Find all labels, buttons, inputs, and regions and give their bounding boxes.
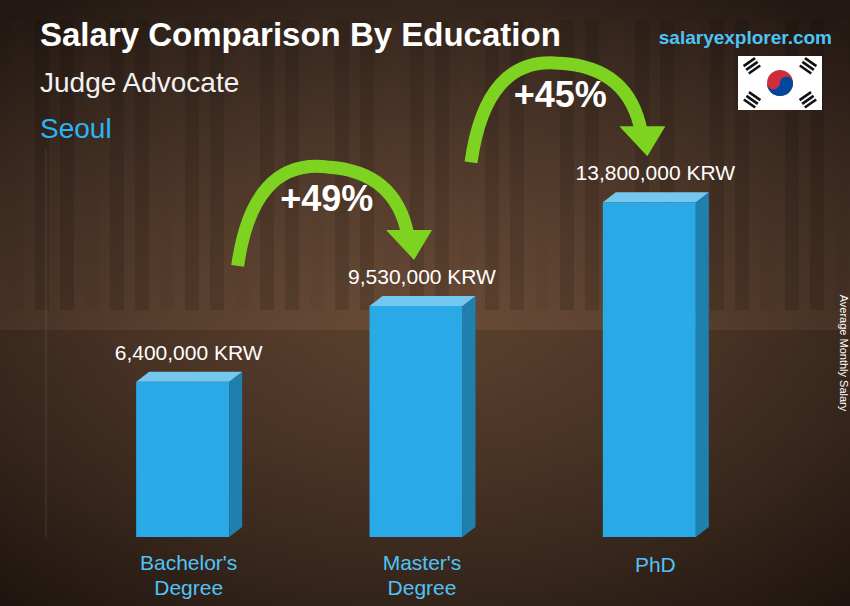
change-label: +45%	[514, 74, 607, 115]
source: salaryexplorer.com	[659, 27, 832, 48]
flag-trigram	[743, 91, 761, 109]
flag-field	[738, 56, 822, 110]
flag-trigram	[743, 57, 761, 75]
x-tick-label-line: Degree	[388, 576, 457, 599]
bar-top	[136, 372, 242, 382]
subtitle: Judge Advocate	[40, 67, 239, 98]
bar-side	[696, 192, 709, 537]
vignette	[0, 0, 850, 606]
arrow-head	[619, 126, 665, 156]
flag-emblem	[767, 77, 793, 97]
bar-top	[603, 192, 709, 202]
bar	[603, 192, 709, 537]
x-tick-label-line: Degree	[154, 576, 223, 599]
change-arrow	[238, 166, 432, 266]
y-axis-label: Average Monthly Salary	[838, 295, 850, 412]
change-label: +49%	[280, 178, 373, 219]
flag-bar	[804, 98, 817, 108]
data-label: 6,400,000 KRW	[115, 341, 263, 364]
location: Seoul	[40, 113, 112, 144]
chart: Salary Comparison By Education Judge Advo…	[0, 0, 850, 606]
background	[0, 0, 850, 606]
flag-emblem	[767, 70, 793, 96]
bars	[136, 192, 709, 537]
bar	[136, 372, 242, 537]
arrow-head	[386, 230, 432, 260]
bar-side	[463, 296, 476, 537]
data-label: 9,530,000 KRW	[348, 265, 496, 288]
arrow-arc	[471, 63, 641, 163]
bar-top	[370, 296, 476, 306]
title: Salary Comparison By Education	[40, 16, 561, 53]
flag-bar	[748, 64, 761, 74]
data-label: 13,800,000 KRW	[576, 161, 736, 184]
flag-trigram	[799, 57, 817, 75]
bar-side	[229, 372, 242, 537]
change-arrow	[471, 63, 665, 163]
y-axis-line	[46, 149, 47, 537]
x-tick-label-line: PhD	[635, 553, 676, 576]
x-tick-label: PhD	[635, 553, 676, 576]
x-tick-label-line: Master's	[383, 551, 462, 574]
flag-bar	[743, 98, 756, 108]
arrow-arc	[238, 166, 408, 266]
flag-trigram	[799, 91, 817, 109]
bar-front	[603, 202, 696, 537]
bar	[370, 296, 476, 537]
x-tick-label-line: Bachelor's	[140, 551, 237, 574]
x-tick-label: Master'sDegree	[383, 551, 462, 599]
x-tick-label: Bachelor'sDegree	[140, 551, 237, 599]
bar-front	[370, 306, 463, 537]
bar-front	[136, 382, 229, 537]
flag-bar	[799, 64, 812, 74]
flag	[738, 56, 822, 110]
